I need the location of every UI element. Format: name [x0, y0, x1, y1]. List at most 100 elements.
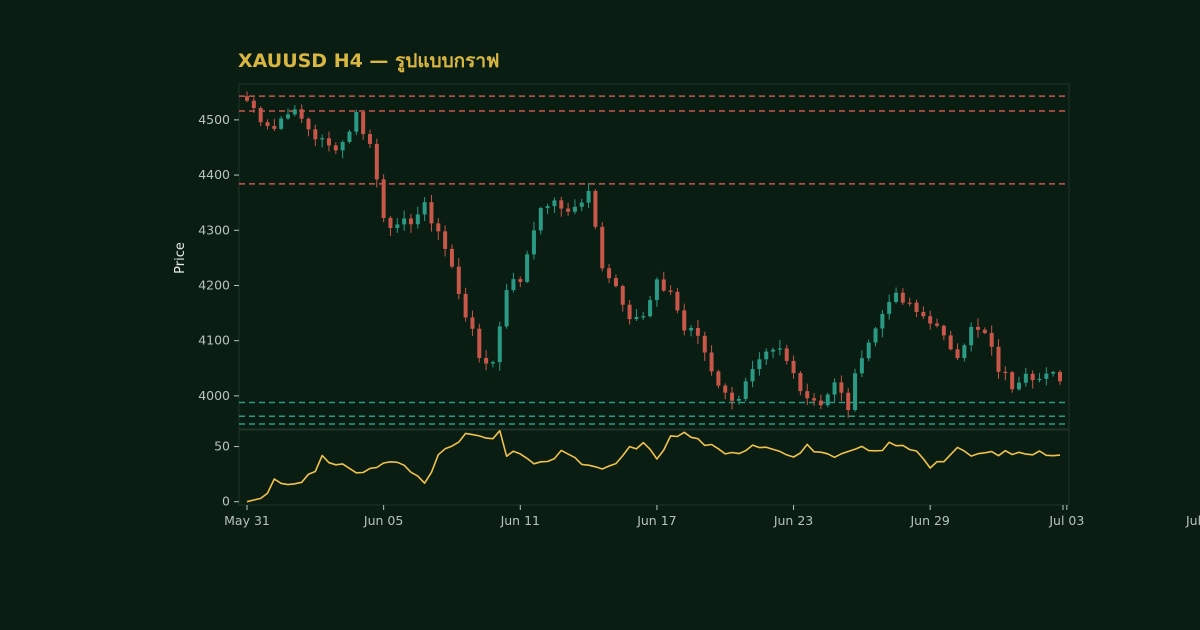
candle-body: [730, 392, 735, 401]
candle-body: [955, 349, 960, 359]
price-tick-label: 4200: [198, 277, 230, 292]
candle-body: [566, 208, 571, 212]
oscillator-series: [246, 429, 1061, 503]
x-tick-label: Jun 11: [500, 513, 540, 528]
candle-body: [415, 214, 420, 225]
candle-body: [1003, 371, 1008, 374]
candle-body: [812, 398, 817, 401]
candle-body: [818, 400, 823, 406]
candle-body: [1017, 382, 1022, 390]
candle-body: [1044, 373, 1049, 379]
candle-body: [634, 317, 639, 320]
candle-body: [702, 335, 707, 353]
candle-body: [709, 352, 714, 372]
candle-body: [798, 373, 803, 392]
price-tick-label: 4000: [198, 388, 230, 403]
price-tick-label: 4400: [198, 167, 230, 182]
candle-body: [989, 333, 994, 347]
candle-body: [306, 118, 311, 130]
candle-body: [600, 226, 605, 269]
candle-body: [976, 326, 981, 330]
candle-body: [313, 129, 318, 140]
candle-body: [839, 382, 844, 393]
candle-body: [559, 200, 564, 209]
candle-body: [969, 326, 974, 346]
candle-body: [354, 112, 359, 132]
candle-body: [340, 141, 345, 151]
price-tick-label: 4100: [198, 333, 230, 348]
price-tick-label: 4500: [198, 112, 230, 127]
candle-body: [531, 230, 536, 255]
candle-body: [1037, 378, 1042, 381]
resistance-lines: [239, 95, 1069, 185]
candle-body: [764, 351, 769, 360]
candle-body: [832, 382, 837, 395]
candle-body: [607, 268, 612, 279]
candle-body: [326, 138, 331, 146]
candle-body: [395, 224, 400, 228]
x-tick-label: Jun 23: [773, 513, 813, 528]
candle-body: [586, 190, 591, 203]
candle-body: [682, 310, 687, 331]
x-tick-label: Jun 05: [363, 513, 403, 528]
candle-body: [962, 345, 967, 359]
candle-body: [347, 131, 352, 142]
candle-body: [866, 342, 871, 359]
candle-body: [402, 218, 407, 225]
candle-body: [1010, 372, 1015, 390]
candle-body: [859, 358, 864, 374]
candle-body: [470, 317, 475, 329]
candle-body: [743, 381, 748, 399]
candle-body: [935, 323, 940, 326]
candle-body: [272, 126, 277, 129]
x-axis: May 31 Jun 05 Jun 11 Jun 17 Jun 23 Jun 29 Jul …: [224, 505, 1200, 528]
oscillator-tick-label: 0: [222, 494, 230, 509]
candle-body: [333, 145, 338, 151]
candle-body: [641, 316, 646, 318]
candle-body: [504, 290, 509, 327]
price-tick-label: 4300: [198, 222, 230, 237]
candle-body: [367, 134, 372, 144]
candle-body: [1030, 373, 1035, 381]
candle-body: [661, 279, 666, 291]
candle-body: [736, 398, 741, 401]
candle-body: [853, 373, 858, 411]
oscillator-panel-background: [238, 429, 1070, 506]
candle-body: [873, 328, 878, 343]
candle-body: [805, 391, 810, 399]
support-lines: [239, 401, 1069, 425]
oscillator-y-axis: 0 50: [214, 439, 239, 509]
candle-body: [668, 290, 673, 292]
price-y-axis: 4000 4100 4200 4300 4400 4500: [198, 112, 239, 403]
candle-body: [716, 371, 721, 386]
candle-body: [784, 348, 789, 361]
candle-body: [846, 392, 851, 411]
candle-body: [675, 291, 680, 311]
candle-body: [894, 292, 899, 302]
candle-body: [627, 304, 632, 320]
candle-body: [593, 190, 598, 227]
candle-body: [723, 385, 728, 393]
candle-body: [689, 327, 694, 331]
candle-body: [265, 122, 270, 127]
price-panel-background: [238, 83, 1070, 430]
candle-body: [299, 109, 304, 119]
candle-body: [982, 329, 987, 334]
candle-body: [907, 302, 912, 304]
candle-body: [996, 346, 1001, 372]
candle-body: [436, 223, 441, 232]
candle-body: [292, 109, 297, 115]
candle-body: [1023, 373, 1028, 383]
candle-body: [552, 200, 557, 207]
candle-body: [422, 202, 427, 215]
price-axis-label: Price: [173, 242, 188, 274]
candle-body: [914, 302, 919, 312]
candle-body: [443, 231, 448, 249]
candle-body: [279, 118, 284, 129]
candle-body: [777, 348, 782, 350]
candle-body: [825, 394, 830, 406]
candle-body: [361, 112, 366, 135]
candle-body: [456, 266, 461, 294]
candle-body: [320, 138, 325, 140]
